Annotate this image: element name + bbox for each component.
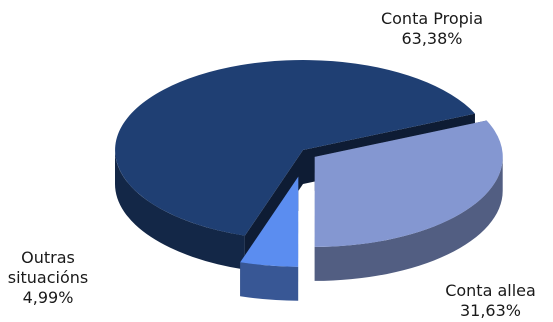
slice-conta-allea-side-0: [314, 156, 503, 281]
label-conta-allea-name: Conta allea: [445, 281, 536, 300]
label-outras-line1: Outras: [21, 248, 75, 267]
label-outras-value: 4,99%: [22, 288, 74, 307]
slice-conta-propia-top: [115, 60, 476, 236]
slice-conta-propia-side-0: [115, 150, 245, 270]
label-conta-propia-name: Conta Propia: [380, 9, 484, 28]
label-outras-situacions: Outras situacións 4,99%: [0, 248, 96, 308]
label-conta-allea-value: 31,63%: [459, 301, 521, 320]
slice-conta-allea-top: [314, 120, 503, 247]
label-conta-allea: Conta allea 31,63%: [428, 281, 553, 321]
label-outras-line2: situacións: [7, 268, 89, 287]
label-conta-propia: Conta Propia 63,38%: [352, 9, 512, 49]
slice-outras-situaci-ns-side-0: [240, 262, 299, 301]
label-conta-propia-value: 63,38%: [401, 29, 463, 48]
slice-outras-situaci-ns-top: [240, 176, 299, 267]
